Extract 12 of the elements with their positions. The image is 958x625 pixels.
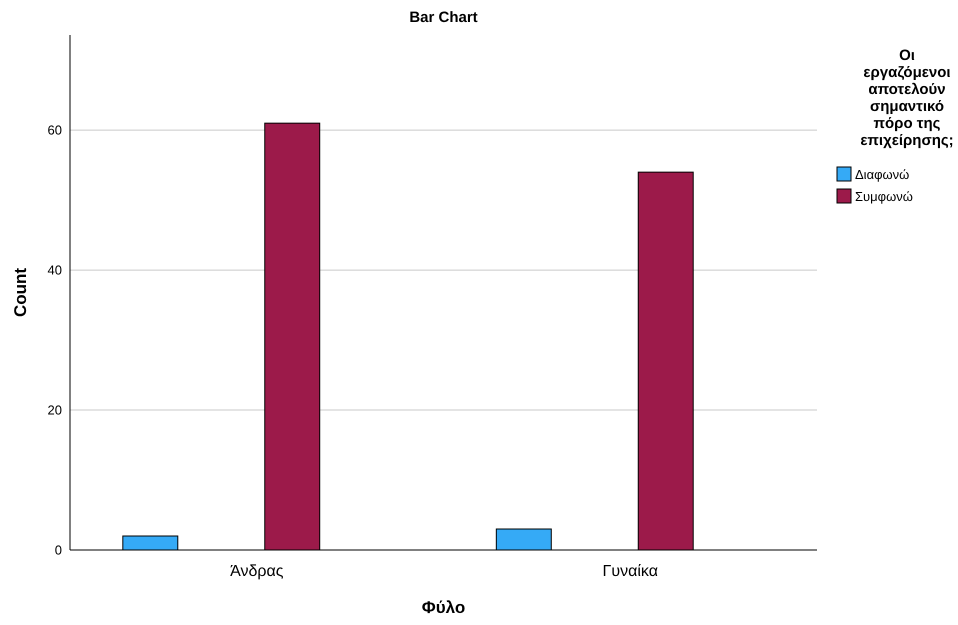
x-tick-label: Γυναίκα [602, 563, 658, 580]
legend-title: Οι εργαζόμενοι αποτελούν σημαντικό πόρο της επιχείρησης; [860, 47, 954, 149]
y-tick-label: 20 [48, 402, 62, 418]
y-tick-label: 40 [48, 262, 62, 278]
legend-label: Διαφωνώ [855, 167, 910, 182]
x-axis-title: Φύλο [422, 598, 466, 617]
legend-label: Συμφωνώ [855, 189, 913, 204]
y-tick-label: 60 [48, 122, 62, 138]
y-axis-title: Count [11, 268, 30, 318]
chart-title: Bar Chart [409, 9, 478, 26]
y-tick-label: 0 [54, 542, 62, 558]
x-tick-label: Άνδρας [230, 563, 284, 580]
